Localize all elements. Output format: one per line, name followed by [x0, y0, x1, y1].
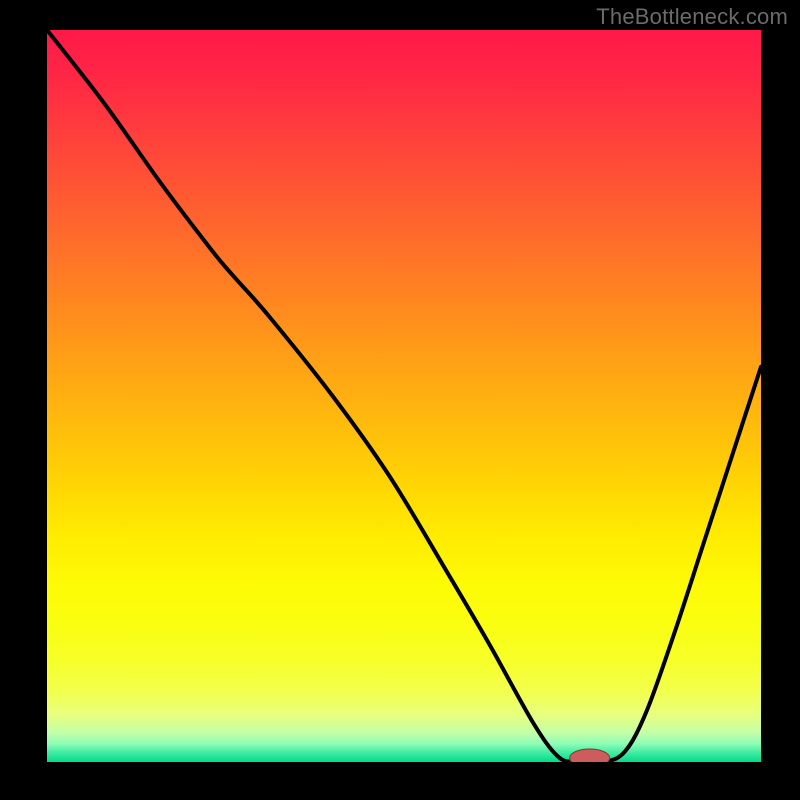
border-right — [761, 0, 800, 800]
chart-svg — [0, 0, 800, 800]
border-left — [0, 0, 47, 800]
border-bottom — [0, 762, 800, 800]
plot-background — [47, 30, 761, 762]
watermark-text: TheBottleneck.com — [596, 4, 788, 30]
chart-container: TheBottleneck.com — [0, 0, 800, 800]
